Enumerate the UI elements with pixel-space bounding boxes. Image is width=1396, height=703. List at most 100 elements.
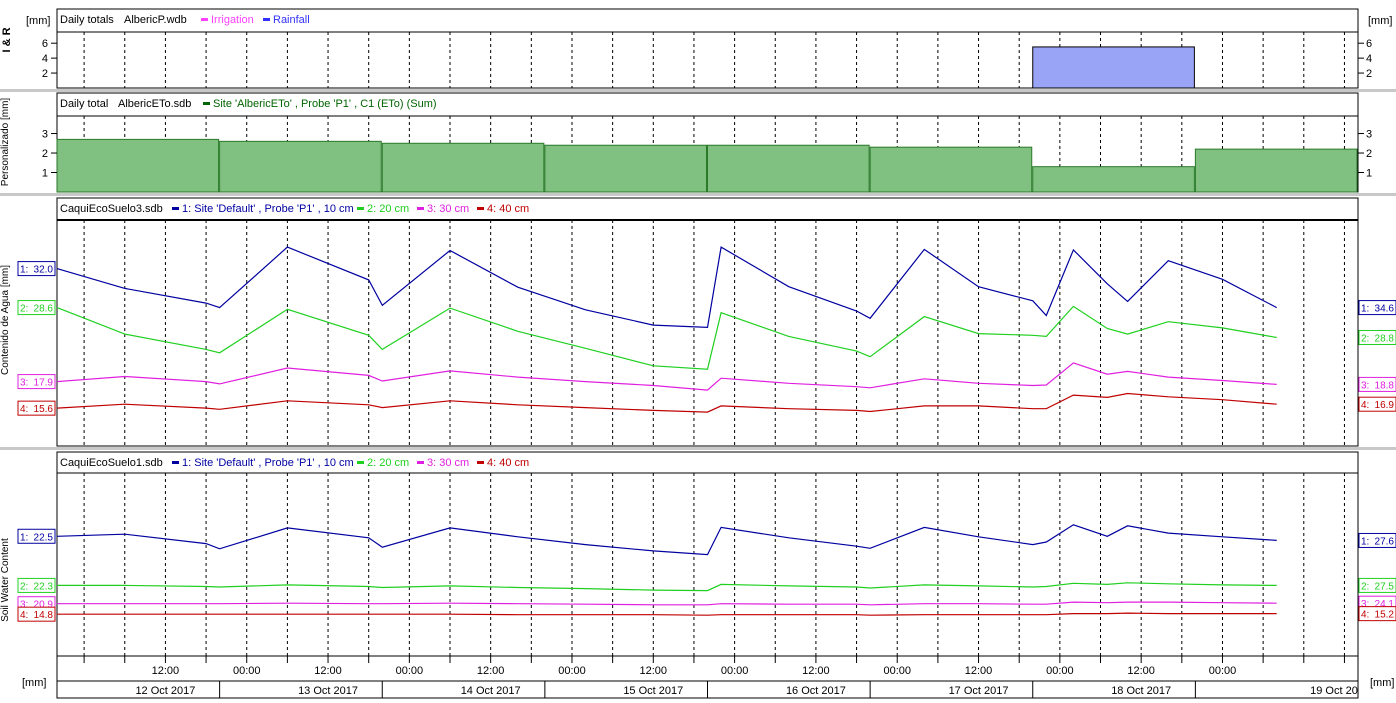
bar (1032, 46, 1195, 89)
time-tick-label: 12:00 (314, 665, 342, 677)
time-tick-label: 12:00 (640, 665, 668, 677)
rain-side-label: I & R (1, 27, 13, 52)
legend-entry: 3: 30 cm (427, 203, 469, 215)
panel-frame (56, 197, 1359, 447)
y-tick-label: 2 (1366, 68, 1372, 80)
legend-entry: 1: Site 'Default' , Probe 'P1' , 10 cm (182, 457, 354, 469)
value-label-end: 18.8 (1375, 380, 1395, 391)
value-label-start: 15.6 (34, 404, 54, 415)
value-label-prefix: 4: (1361, 610, 1369, 621)
bar (56, 138, 220, 193)
bar (1032, 166, 1195, 193)
legend-entry: 2: 20 cm (367, 203, 409, 215)
y-tick-label: 2 (1366, 148, 1372, 160)
soil1-legend[interactable]: 1: Site 'Default' , Probe 'P1' , 10 cm 2:… (172, 457, 529, 469)
value-label-box (17, 400, 56, 416)
date-label: 13 Oct 2017 (298, 685, 358, 697)
axis-unit-left: [mm] (22, 677, 46, 689)
value-label-end: 15.2 (1375, 610, 1395, 621)
value-label-box (1358, 376, 1396, 392)
rain-file-name: AlbericP.wdb (124, 14, 187, 26)
time-tick-label: 12:00 (1127, 665, 1155, 677)
legend-swatch (477, 461, 484, 464)
value-label-prefix: 2: (1361, 581, 1369, 592)
soil-probe-1-panel[interactable]: Soil Water Content CaquiEcoSuelo1.sdb 1:… (0, 457, 1396, 622)
soil3-value-labels: 1: 32.0 1: 34.6 2: 28.6 2: 28.8 3: 17.9 3: 18.8 4: 15… (17, 261, 1396, 416)
eto-bars (56, 138, 1358, 193)
y-tick-label: 1 (42, 168, 48, 180)
rain-y-ticks: 2 2 4 4 6 6 (42, 38, 1372, 80)
rain-irrigation-panel[interactable]: I & R [mm] [mm] Daily totals AlbericP.wd… (1, 14, 1392, 89)
date-label: 15 Oct 2017 (623, 685, 683, 697)
value-label-box (1358, 300, 1396, 316)
value-label-end: 28.8 (1375, 334, 1395, 345)
legend-entry: 3: 30 cm (427, 457, 469, 469)
series-line (56, 524, 1277, 556)
legend-swatch (172, 461, 179, 464)
legend-swatch (357, 461, 364, 464)
soil1-side-label: Soil Water Content (0, 538, 11, 622)
y-tick-label: 1 (1366, 168, 1372, 180)
y-tick-label: 3 (42, 129, 48, 141)
series-line (56, 362, 1277, 391)
value-label-prefix: 2: (20, 304, 28, 315)
value-label-end: 24.1 (1375, 599, 1395, 610)
legend-irrigation[interactable]: Irrigation (211, 14, 254, 26)
bar (869, 146, 1033, 193)
time-tick-label: 12:00 (152, 665, 180, 677)
legend-swatch (417, 207, 424, 210)
bar (1194, 148, 1358, 193)
value-label-end: 16.9 (1375, 400, 1395, 411)
legend-rainfall[interactable]: Rainfall (273, 14, 310, 26)
time-axis: [mm] [mm] 12:00 00:00 12:00 00:00 12:00 00:00… (22, 665, 1394, 698)
panel-separator[interactable] (0, 447, 1396, 450)
soil3-side-label: Contenido de Agua [mm] (0, 265, 11, 375)
soil-probe-3-panel[interactable]: Contenido de Agua [mm] CaquiEcoSuelo3.sd… (0, 203, 1396, 416)
value-label-box (1358, 577, 1396, 593)
y-tick-label: 2 (42, 68, 48, 80)
date-label: 19 Oct 20 (1310, 685, 1358, 697)
value-label-start: 22.3 (34, 581, 54, 592)
panel-separator[interactable] (0, 89, 1396, 92)
y-tick-label: 6 (42, 38, 48, 50)
value-label-box (17, 300, 56, 316)
legend-eto-swatch (203, 102, 210, 105)
legend-swatch (477, 207, 484, 210)
eto-panel[interactable]: Personalizado [mm] Daily total AlbericET… (0, 98, 1372, 193)
series-line (56, 305, 1277, 370)
rain-header: Daily totals (60, 14, 114, 26)
value-label-start: 22.5 (34, 532, 54, 543)
legend-entry: 4: 40 cm (487, 457, 529, 469)
y-tick-label: 4 (42, 53, 48, 65)
date-labels: 12 Oct 2017 13 Oct 2017 14 Oct 2017 15 Oct … (135, 681, 1358, 698)
value-label-box (17, 261, 56, 277)
time-tick-label: 12:00 (477, 665, 505, 677)
value-label-start: 20.9 (34, 600, 54, 611)
value-label-prefix: 3: (20, 378, 28, 389)
panel-separator[interactable] (0, 193, 1396, 196)
time-tick-label: 12:00 (965, 665, 993, 677)
time-tick-labels: 12:00 00:00 12:00 00:00 12:00 00:00 12:00 00:00… (152, 665, 1237, 677)
series-line (57, 582, 1277, 592)
y-tick-label: 4 (1366, 53, 1372, 65)
time-tick-label: 00:00 (396, 665, 424, 677)
soil1-file-name: CaquiEcoSuelo1.sdb (60, 457, 163, 469)
legend-swatch (357, 207, 364, 210)
date-label: 12 Oct 2017 (135, 685, 195, 697)
rain-unit-right: [mm] (1368, 15, 1392, 27)
date-label: 14 Oct 2017 (461, 685, 521, 697)
soil3-legend[interactable]: 1: Site 'Default' , Probe 'P1' , 10 cm 2:… (172, 203, 529, 215)
legend-entry: 1: Site 'Default' , Probe 'P1' , 10 cm (182, 203, 354, 215)
value-label-start: 14.8 (34, 610, 54, 621)
value-label-prefix: 1: (20, 265, 28, 276)
value-label-prefix: 3: (1361, 380, 1369, 391)
value-label-prefix: 3: (1361, 599, 1369, 610)
soil1-lines (56, 524, 1277, 616)
time-tick-label: 00:00 (1209, 665, 1237, 677)
panel-frames (56, 8, 1359, 699)
value-label-start: 32.0 (34, 265, 54, 276)
legend-irrigation-swatch (201, 18, 208, 21)
legend-eto[interactable]: Site 'AlbericETo' , Probe 'P1' , C1 (ETo… (213, 98, 437, 110)
value-label-prefix: 1: (20, 532, 28, 543)
